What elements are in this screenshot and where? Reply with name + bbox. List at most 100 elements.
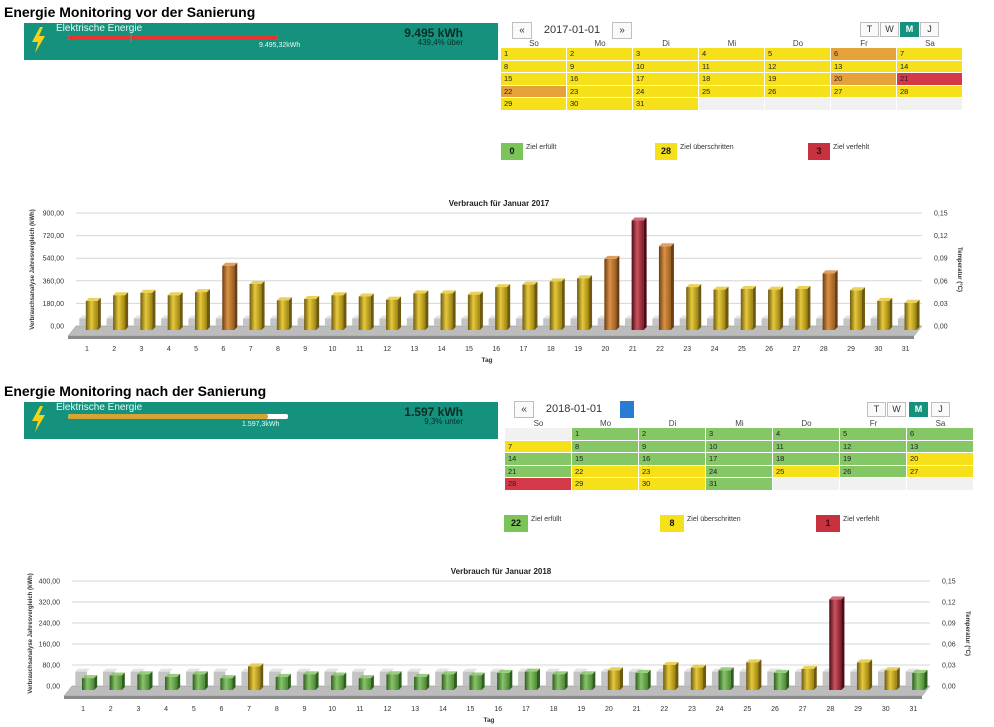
- view-year-button[interactable]: J: [931, 402, 950, 417]
- consumption-bar-side: [924, 669, 928, 690]
- calendar-day-19[interactable]: 19: [765, 73, 830, 85]
- view-month-button[interactable]: M: [909, 402, 928, 417]
- calendar-day-11[interactable]: 11: [699, 60, 764, 72]
- consumption-bar-side: [896, 667, 900, 690]
- calendar-day-25[interactable]: 25: [699, 85, 764, 97]
- calendar-picker-icon[interactable]: [620, 401, 634, 418]
- calendar-day-18[interactable]: 18: [773, 453, 839, 465]
- x-tick-label: 3: [140, 346, 144, 353]
- x-tick-label: 28: [820, 346, 828, 353]
- date-display[interactable]: 2017-01-01: [543, 24, 601, 36]
- consumption-bar: [740, 288, 753, 330]
- calendar-day-5[interactable]: 5: [840, 428, 906, 440]
- consumption-bar: [829, 599, 842, 690]
- calendar-day-21[interactable]: 21: [505, 465, 571, 477]
- calendar-day-23[interactable]: 23: [567, 85, 632, 97]
- calendar-day-6[interactable]: 6: [907, 428, 973, 440]
- calendar-day-7[interactable]: 7: [505, 440, 571, 452]
- calendar-day-3[interactable]: 3: [633, 48, 698, 60]
- calendar-day-9[interactable]: 9: [639, 440, 705, 452]
- calendar-day-12[interactable]: 12: [840, 440, 906, 452]
- calendar-day-19[interactable]: 19: [840, 453, 906, 465]
- calendar-day-1[interactable]: 1: [572, 428, 638, 440]
- calendar-day-24[interactable]: 24: [706, 465, 772, 477]
- calendar-day-13[interactable]: 13: [907, 440, 973, 452]
- calendar-day-6[interactable]: 6: [831, 48, 896, 60]
- calendar-day-11[interactable]: 11: [773, 440, 839, 452]
- prev-button[interactable]: «: [512, 22, 532, 39]
- view-day-button[interactable]: T: [860, 22, 879, 37]
- comparison-bar: [406, 318, 419, 326]
- calendar-day-27[interactable]: 27: [831, 85, 896, 97]
- prev-button[interactable]: «: [514, 401, 534, 418]
- calendar-day-29[interactable]: 29: [501, 98, 566, 110]
- calendar-day-8[interactable]: 8: [572, 440, 638, 452]
- date-display[interactable]: 2018-01-01: [545, 403, 603, 415]
- calendar-day-16[interactable]: 16: [567, 73, 632, 85]
- y-tick-label: 320,00: [39, 600, 61, 607]
- calendar-day-24[interactable]: 24: [633, 85, 698, 97]
- calendar-day-21[interactable]: 21: [897, 73, 962, 85]
- calendar-day-26[interactable]: 26: [765, 85, 830, 97]
- calendar-day-2[interactable]: 2: [567, 48, 632, 60]
- calendar-day-4[interactable]: 4: [773, 428, 839, 440]
- x-tick-label: 16: [492, 346, 500, 353]
- consumption-bar-top: [275, 673, 291, 677]
- x-tick-label: 8: [275, 706, 279, 713]
- x-tick-label: 23: [683, 346, 691, 353]
- calendar-day-22[interactable]: 22: [572, 465, 638, 477]
- x-tick-label: 9: [303, 706, 307, 713]
- calendar-day-12[interactable]: 12: [765, 60, 830, 72]
- consumption-bar: [718, 670, 731, 690]
- calendar-day-20[interactable]: 20: [831, 73, 896, 85]
- view-year-button[interactable]: J: [920, 22, 939, 37]
- calendar-day-17[interactable]: 17: [633, 73, 698, 85]
- calendar-day-29[interactable]: 29: [572, 478, 638, 490]
- calendar-day-15[interactable]: 15: [501, 73, 566, 85]
- calendar-day-26[interactable]: 26: [840, 465, 906, 477]
- calendar-day-23[interactable]: 23: [639, 465, 705, 477]
- calendar-day-7[interactable]: 7: [897, 48, 962, 60]
- weekday-header: Do: [801, 419, 812, 428]
- consumption-bar-side: [861, 287, 865, 330]
- consumption-bar-top: [194, 289, 210, 293]
- calendar-day-10[interactable]: 10: [633, 60, 698, 72]
- y-tick-label: 240,00: [39, 621, 61, 628]
- calendar-day-13[interactable]: 13: [831, 60, 896, 72]
- comparison-bar-top: [462, 668, 478, 672]
- y2-tick-label: 0,15: [934, 211, 948, 218]
- calendar-day-10[interactable]: 10: [706, 440, 772, 452]
- calendar-day-30[interactable]: 30: [639, 478, 705, 490]
- calendar-day-5[interactable]: 5: [765, 48, 830, 60]
- consumption-bar-top: [663, 662, 679, 665]
- calendar-day-3[interactable]: 3: [706, 428, 772, 440]
- calendar-day-28[interactable]: 28: [897, 85, 962, 97]
- comparison-bar: [652, 318, 664, 326]
- consumption-bar: [248, 666, 261, 690]
- calendar-day-15[interactable]: 15: [572, 453, 638, 465]
- calendar-day-25[interactable]: 25: [773, 465, 839, 477]
- calendar-day-22[interactable]: 22: [501, 85, 566, 97]
- calendar-day-1[interactable]: 1: [501, 48, 566, 60]
- calendar-day-27[interactable]: 27: [907, 465, 973, 477]
- calendar-day-14[interactable]: 14: [505, 453, 571, 465]
- calendar-day-4[interactable]: 4: [699, 48, 764, 60]
- calendar-day-14[interactable]: 14: [897, 60, 962, 72]
- calendar-day-8[interactable]: 8: [501, 60, 566, 72]
- view-day-button[interactable]: T: [867, 402, 886, 417]
- calendar-day-16[interactable]: 16: [639, 453, 705, 465]
- view-month-button[interactable]: M: [900, 22, 919, 37]
- view-week-button[interactable]: W: [887, 402, 906, 417]
- calendar-day-17[interactable]: 17: [706, 453, 772, 465]
- calendar-day-9[interactable]: 9: [567, 60, 632, 72]
- calendar-day-18[interactable]: 18: [699, 73, 764, 85]
- next-button[interactable]: »: [612, 22, 632, 39]
- calendar-day-31[interactable]: 31: [706, 478, 772, 490]
- consumption-bar: [635, 672, 648, 690]
- calendar-day-30[interactable]: 30: [567, 98, 632, 110]
- calendar-day-2[interactable]: 2: [639, 428, 705, 440]
- calendar-day-31[interactable]: 31: [633, 98, 698, 110]
- view-week-button[interactable]: W: [880, 22, 899, 37]
- calendar-day-20[interactable]: 20: [907, 453, 973, 465]
- calendar-day-28[interactable]: 28: [505, 478, 571, 490]
